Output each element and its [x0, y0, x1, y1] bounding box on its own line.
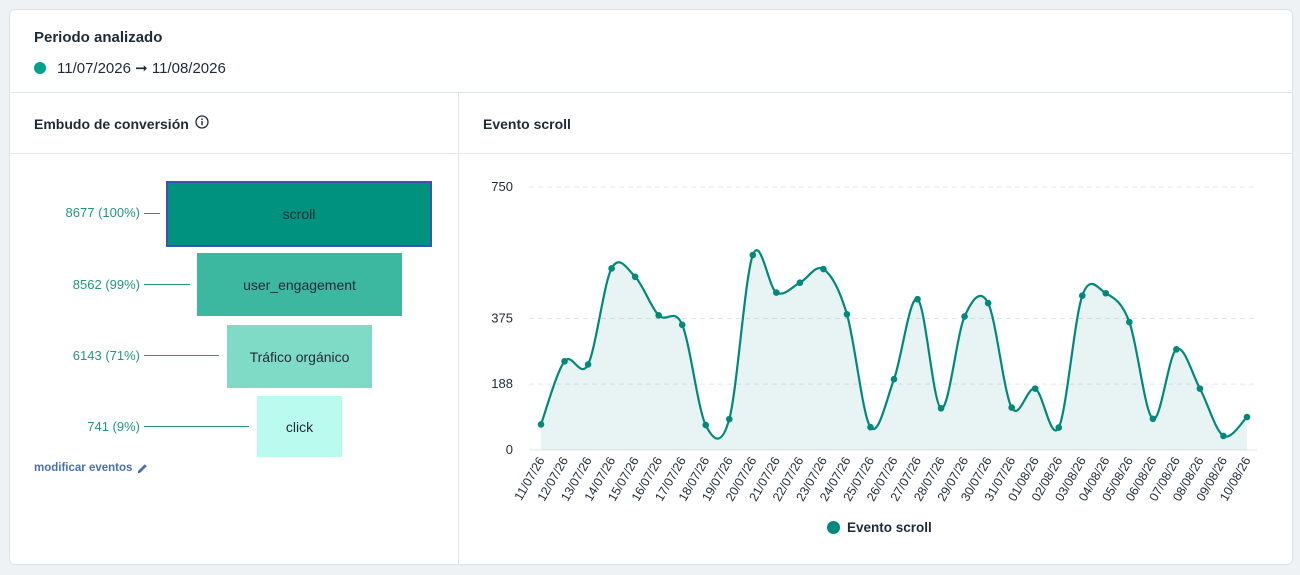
funnel-step-label: 741 (9%): [87, 419, 140, 434]
funnel-step-click[interactable]: 741 (9%) click: [10, 396, 459, 458]
data-point: [1149, 415, 1157, 423]
chart-plot-area: 018837575011/07/2612/07/2613/07/2614/07/…: [491, 179, 1257, 504]
info-circle-icon[interactable]: [195, 115, 209, 129]
series-area: [541, 250, 1247, 450]
funnel-bar-click[interactable]: click: [257, 396, 342, 457]
funnel-step-trafico-organico[interactable]: 6143 (71%) Tráfico orgánico: [10, 325, 459, 388]
chart-panel: Evento scroll 0 188 375 750 11/07/26 12/07/26…: [459, 93, 1292, 564]
data-point: [796, 279, 804, 287]
funnel-connector: [144, 355, 219, 356]
funnel-connector: [144, 213, 160, 214]
data-point: [867, 423, 874, 431]
data-point: [890, 375, 898, 383]
funnel-connector: [144, 426, 249, 427]
chart-header: Evento scroll: [459, 93, 1292, 154]
analytics-card: Periodo analizado 11/07/2026 ➞ 11/08/202…: [9, 9, 1293, 565]
data-point: [1102, 289, 1110, 297]
data-point: [961, 313, 968, 320]
data-point: [725, 415, 733, 423]
data-point: [678, 321, 686, 329]
chart-title: Evento scroll: [483, 116, 571, 132]
period-title: Periodo analizado: [34, 29, 163, 46]
data-point: [537, 421, 545, 428]
funnel-step-user-engagement[interactable]: 8562 (99%) user_engagement: [10, 253, 459, 316]
data-point: [937, 404, 945, 412]
funnel-panel: Embudo de conversión 8677 (100%) scroll …: [10, 93, 459, 564]
funnel-bar-trafico-organico[interactable]: Tráfico orgánico: [227, 325, 372, 388]
data-point: [1126, 318, 1133, 326]
data-point: [1220, 432, 1227, 440]
data-point: [1031, 385, 1039, 392]
data-point: [655, 312, 662, 319]
data-point: [584, 361, 592, 368]
period-range: 11/07/2026 ➞ 11/08/2026: [57, 60, 226, 77]
data-point: [631, 273, 639, 281]
funnel-title: Embudo de conversión: [34, 116, 189, 132]
funnel-step-label: 6143 (71%): [72, 348, 140, 363]
funnel-bar-user-engagement[interactable]: user_engagement: [197, 253, 402, 316]
chart-legend[interactable]: Evento scroll: [827, 520, 932, 535]
y-tick-label: 750: [491, 179, 513, 194]
legend-dot-icon: [827, 521, 840, 534]
modify-events-link[interactable]: modificar eventos: [34, 462, 148, 474]
data-point: [1008, 404, 1015, 411]
funnel-step-label: 8562 (99%): [72, 277, 140, 292]
data-point: [843, 310, 851, 318]
data-point: [773, 289, 780, 296]
legend-label: Evento scroll: [847, 520, 932, 535]
period-dot-icon: [34, 62, 46, 74]
data-point: [914, 295, 921, 303]
data-point: [1243, 413, 1251, 421]
y-tick-label: 0: [506, 442, 513, 457]
data-point: [749, 251, 757, 259]
period-range-row: 11/07/2026 ➞ 11/08/2026: [34, 59, 226, 77]
data-point: [820, 265, 827, 273]
data-point: [608, 265, 615, 272]
data-point: [561, 357, 568, 365]
series-line: [539, 249, 1248, 440]
y-tick-label: 188: [491, 376, 513, 391]
y-tick-label: 375: [491, 311, 513, 326]
funnel-step-scroll[interactable]: 8677 (100%) scroll: [10, 181, 459, 247]
data-point: [702, 421, 710, 429]
data-point: [984, 299, 992, 307]
pencil-icon: [138, 463, 148, 473]
period-section: Periodo analizado 11/07/2026 ➞ 11/08/202…: [10, 10, 1292, 93]
data-point: [1196, 385, 1204, 392]
funnel-bar-scroll[interactable]: scroll: [166, 181, 432, 247]
modify-events-label: modificar eventos: [34, 462, 133, 474]
data-point: [1173, 346, 1180, 353]
funnel-connector: [144, 284, 190, 285]
funnel-header: Embudo de conversión: [10, 93, 458, 154]
data-point: [1078, 292, 1086, 300]
funnel-step-label: 8677 (100%): [65, 205, 140, 220]
data-point: [1055, 424, 1063, 431]
